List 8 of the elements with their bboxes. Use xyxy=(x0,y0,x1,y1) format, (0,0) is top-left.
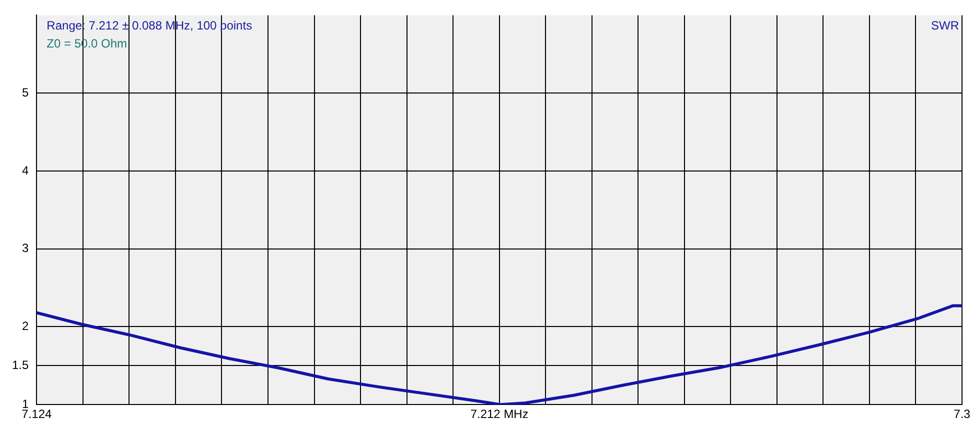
y-tick-label: 3 xyxy=(22,241,29,256)
annotation: SWR xyxy=(931,18,960,33)
y-tick-label: 4 xyxy=(22,163,29,178)
y-tick-label: 1.5 xyxy=(12,358,29,372)
x-tick-label: 7.212 MHz xyxy=(470,407,528,422)
x-tick-label: 7.3 xyxy=(954,407,971,422)
y-tick-label: 2 xyxy=(22,319,29,334)
y-tick-label: 5 xyxy=(22,85,29,100)
